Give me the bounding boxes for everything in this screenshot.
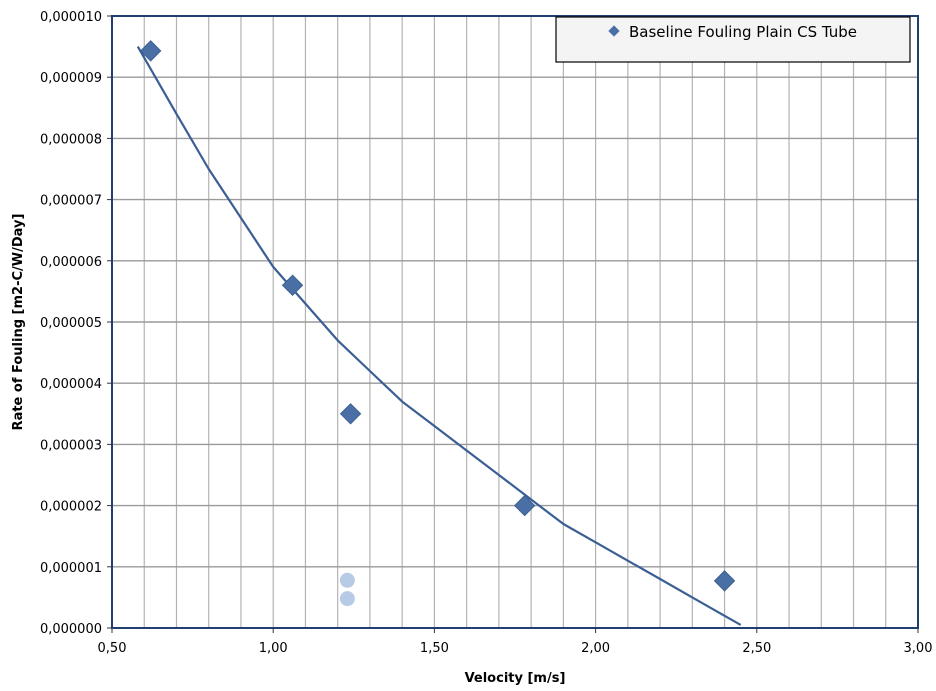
y-tick-label: 0,000005 <box>40 316 102 331</box>
y-tick-label: 0,000002 <box>40 500 102 515</box>
trendline-layer <box>136 46 742 626</box>
data-point-diamond <box>339 403 362 425</box>
data-point-circle <box>339 572 355 588</box>
x-axis-ticks: 0,50 1,00 1,50 2,00 2,50 3,00 <box>98 628 933 656</box>
x-tick-label: 1,00 <box>259 641 288 656</box>
legend-box <box>555 16 911 63</box>
x-axis-title: Velocity [m/s] <box>465 671 566 686</box>
y-tick-label: 0,000007 <box>40 194 102 209</box>
y-tick-label: 0,000009 <box>40 71 102 86</box>
y-tick-label: 0,000006 <box>40 255 102 270</box>
data-point-diamond <box>281 274 304 296</box>
y-axis-ticks: 0,000000 0,000001 0,000002 0,000003 0,000004… <box>40 10 112 637</box>
y-tick-label: 0,000000 <box>40 622 102 637</box>
x-tick-label: 0,50 <box>98 641 127 656</box>
y-axis-title: Rate of Fouling [m2-C/W/Day] <box>11 214 26 431</box>
legend: Baseline Fouling Plain CS Tube <box>555 16 911 63</box>
x-tick-label: 2,00 <box>581 641 610 656</box>
grid <box>112 16 918 628</box>
legend-label: Baseline Fouling Plain CS Tube <box>629 23 857 41</box>
x-tick-label: 3,00 <box>904 641 933 656</box>
data-point-diamond <box>713 570 736 592</box>
y-tick-label: 0,000004 <box>40 377 102 392</box>
y-tick-label: 0,000010 <box>40 10 102 25</box>
trendline <box>136 46 742 626</box>
data-point-diamond <box>513 494 536 517</box>
data-point-circle <box>339 591 355 607</box>
x-tick-label: 2,50 <box>742 641 771 656</box>
points-layer <box>139 40 736 607</box>
y-tick-label: 0,000008 <box>40 132 102 147</box>
y-tick-label: 0,000003 <box>40 438 102 453</box>
y-tick-label: 0,000001 <box>40 561 102 576</box>
data-point-diamond <box>139 40 162 62</box>
x-tick-label: 1,50 <box>420 641 449 656</box>
